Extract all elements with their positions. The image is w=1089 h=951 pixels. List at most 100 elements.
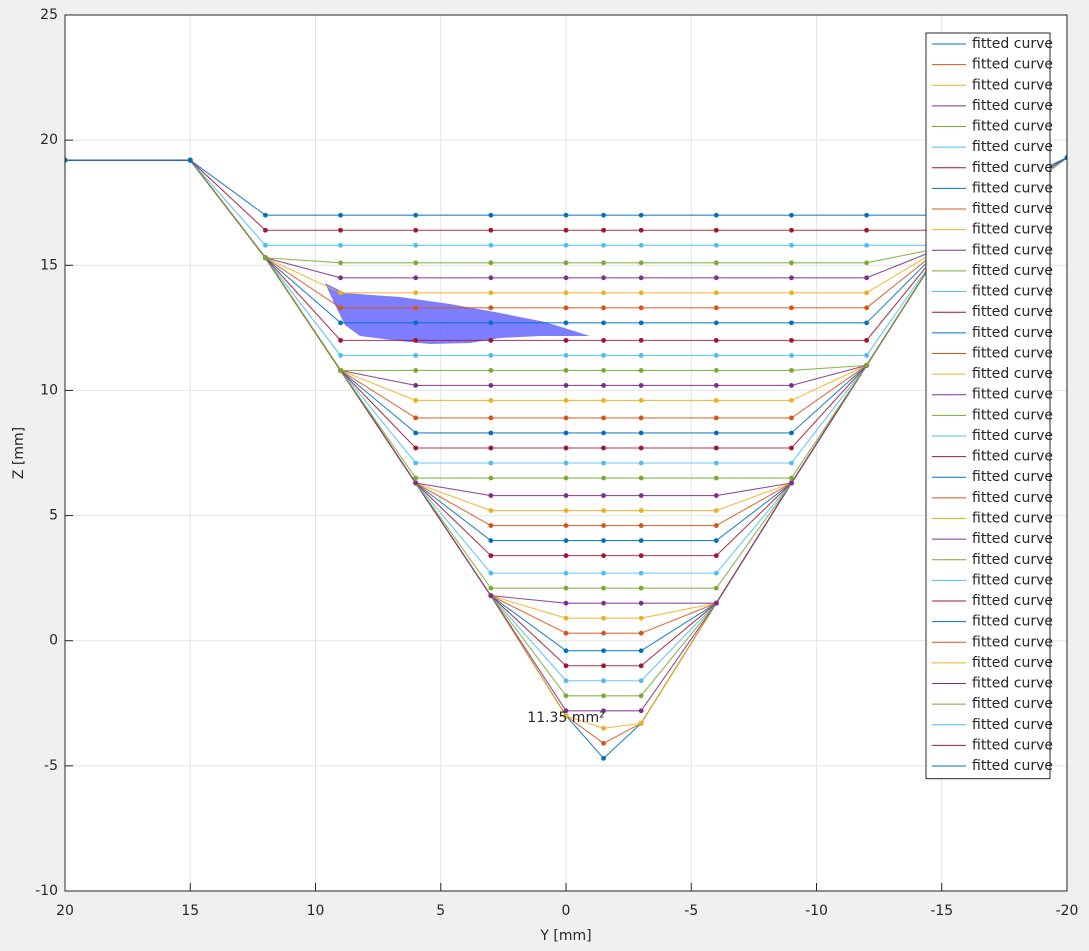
data-point bbox=[488, 275, 494, 281]
y-tick-label: 15 bbox=[40, 257, 58, 273]
data-point bbox=[713, 320, 719, 326]
data-point bbox=[713, 305, 719, 311]
data-point bbox=[413, 320, 419, 326]
fitted-curve bbox=[65, 157, 1067, 309]
data-point bbox=[789, 480, 794, 486]
fitted-curve bbox=[65, 157, 1067, 324]
data-point bbox=[563, 460, 569, 466]
legend-label: fitted curve bbox=[972, 139, 1053, 155]
data-point bbox=[488, 398, 494, 403]
legend-label: fitted curve bbox=[972, 387, 1053, 403]
legend-box bbox=[925, 32, 1051, 780]
data-point bbox=[413, 305, 419, 311]
data-point bbox=[789, 305, 794, 311]
legend-label: fitted curve bbox=[972, 345, 1053, 361]
data-point bbox=[488, 352, 494, 358]
data-point bbox=[563, 678, 569, 684]
data-point bbox=[601, 227, 606, 233]
data-point bbox=[563, 600, 569, 606]
data-point bbox=[601, 630, 606, 636]
data-point bbox=[563, 493, 569, 498]
data-point bbox=[638, 415, 644, 421]
fitted-curve bbox=[65, 157, 1067, 294]
data-point bbox=[713, 585, 719, 591]
x-tick-label: 5 bbox=[436, 903, 445, 919]
data-point bbox=[601, 445, 606, 451]
data-point bbox=[638, 305, 644, 311]
data-point bbox=[488, 290, 494, 296]
data-point bbox=[601, 740, 606, 746]
legend-label: fitted curve bbox=[972, 428, 1053, 444]
data-point bbox=[338, 305, 343, 311]
data-point bbox=[713, 523, 719, 528]
legend-label: fitted curve bbox=[972, 449, 1053, 465]
data-point bbox=[789, 415, 794, 421]
data-point bbox=[713, 275, 719, 281]
legend-label: fitted curve bbox=[972, 180, 1053, 196]
data-point bbox=[601, 320, 606, 326]
data-point bbox=[789, 212, 794, 218]
data-point bbox=[864, 337, 869, 343]
data-point bbox=[563, 275, 569, 281]
legend-label: fitted curve bbox=[972, 304, 1053, 320]
data-point bbox=[638, 398, 644, 403]
data-point bbox=[413, 337, 419, 343]
data-point bbox=[601, 508, 606, 513]
data-point bbox=[488, 593, 494, 599]
legend-label: fitted curve bbox=[972, 263, 1053, 279]
data-point bbox=[563, 352, 569, 358]
data-point bbox=[488, 242, 494, 248]
legend-label: fitted curve bbox=[972, 572, 1053, 588]
legend: fitted curve fitted curve fitted curve fitt… bbox=[925, 32, 1053, 780]
data-point bbox=[713, 570, 719, 576]
data-point bbox=[413, 445, 419, 451]
data-point bbox=[789, 227, 794, 233]
legend-label: fitted curve bbox=[972, 696, 1053, 712]
data-point bbox=[563, 553, 569, 559]
legend-label: fitted curve bbox=[972, 98, 1053, 114]
data-point bbox=[638, 368, 644, 373]
data-point bbox=[413, 368, 419, 373]
data-point bbox=[413, 275, 419, 281]
axis-labels: 20 15 10 5 0 -5 -10 -15 -20 -10 -5 0 5 10 15 20 25 bbox=[35, 7, 1078, 919]
x-tick-label: 15 bbox=[181, 903, 199, 919]
legend-label: fitted curve bbox=[972, 634, 1053, 650]
legend-label: fitted curve bbox=[972, 36, 1053, 52]
data-point bbox=[864, 363, 869, 368]
y-tick-label: 0 bbox=[49, 633, 58, 649]
data-point bbox=[488, 475, 494, 481]
data-point bbox=[563, 337, 569, 343]
data-point bbox=[864, 305, 869, 311]
data-point bbox=[638, 352, 644, 358]
data-point bbox=[563, 212, 569, 218]
data-point bbox=[413, 475, 419, 481]
data-point bbox=[563, 585, 569, 591]
data-point bbox=[413, 460, 419, 466]
data-point bbox=[488, 460, 494, 466]
data-point bbox=[601, 615, 606, 621]
data-point bbox=[638, 212, 644, 218]
data-point bbox=[563, 475, 569, 481]
data-point bbox=[563, 708, 569, 714]
data-point bbox=[601, 460, 606, 466]
data-point bbox=[713, 430, 719, 436]
data-point bbox=[413, 352, 419, 358]
legend-label: fitted curve bbox=[972, 531, 1053, 547]
data-point bbox=[638, 475, 644, 481]
fitted-curve bbox=[65, 157, 1067, 356]
data-point bbox=[638, 242, 644, 248]
fitted-curve bbox=[65, 157, 1067, 279]
fitted-curve bbox=[65, 157, 1067, 341]
data-point bbox=[789, 260, 794, 266]
data-point bbox=[263, 242, 268, 248]
data-point bbox=[488, 570, 494, 576]
data-point bbox=[713, 508, 719, 513]
data-point bbox=[488, 368, 494, 373]
data-point bbox=[789, 460, 794, 466]
legend-label: fitted curve bbox=[972, 552, 1053, 568]
data-point bbox=[488, 493, 494, 498]
y-tick-label: 20 bbox=[40, 132, 58, 148]
data-point bbox=[638, 290, 644, 296]
data-point bbox=[638, 493, 644, 498]
data-point bbox=[263, 227, 268, 233]
